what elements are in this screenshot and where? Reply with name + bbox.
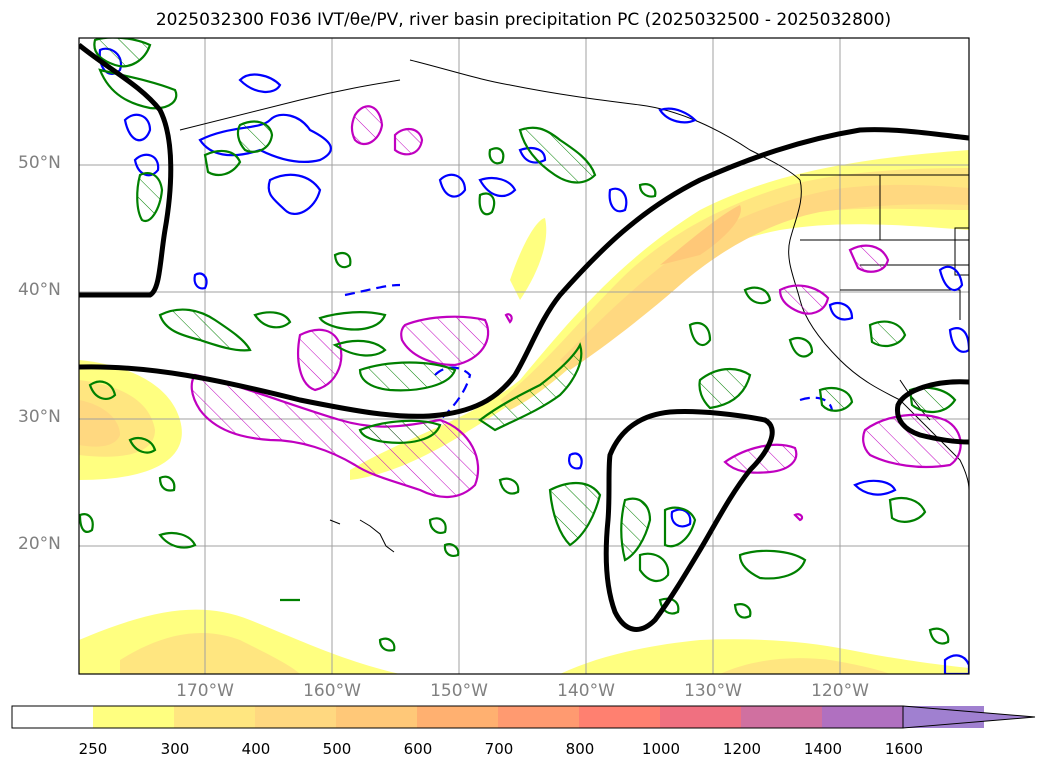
lat-label-40n: 40°N [18,280,61,300]
colorbar-segment [417,706,498,728]
colorbar-border [11,705,904,729]
colorbar-segment [822,706,903,728]
lat-label-20n: 20°N [18,534,61,554]
colorbar-label: 600 [403,740,433,758]
colorbar [11,705,1036,729]
colorbar-segment [336,706,417,728]
colorbar-segment [12,706,93,728]
colorbar-label: 1200 [722,740,762,758]
colorbar-segment [741,706,822,728]
colorbar-label: 800 [565,740,595,758]
colorbar-label: 700 [484,740,514,758]
black-contours [79,43,969,632]
map-title: 2025032300 F036 IVT/θe/PV, river basin p… [0,10,1047,30]
colorbar-label: 500 [322,740,352,758]
colorbar-label: 1000 [641,740,681,758]
lon-label-120w: 120°W [811,681,869,701]
colorbar-segment [579,706,660,728]
lon-label-150w: 150°W [430,681,488,701]
colorbar-label: 300 [160,740,190,758]
colorbar-segment [93,706,174,728]
colorbar-segment [498,706,579,728]
map-frame [78,37,970,675]
lat-label-30n: 30°N [18,407,61,427]
lon-label-160w: 160°W [303,681,361,701]
colorbar-segment [660,706,741,728]
lon-label-140w: 140°W [557,681,615,701]
ivt-shading [79,150,969,674]
colorbar-segment [255,706,336,728]
colorbar-label: 1400 [803,740,843,758]
colorbar-label: 1600 [884,740,924,758]
colorbar-label: 400 [241,740,271,758]
title-text: 2025032300 F036 IVT/θe/PV, river basin p… [155,10,892,30]
colorbar-label: 250 [78,740,108,758]
theta-e-contours [190,105,962,522]
colorbar-segment [174,706,255,728]
lon-label-170w: 170°W [176,681,234,701]
lat-label-50n: 50°N [18,153,61,173]
green-contours [79,38,957,652]
lon-label-130w: 130°W [684,681,742,701]
